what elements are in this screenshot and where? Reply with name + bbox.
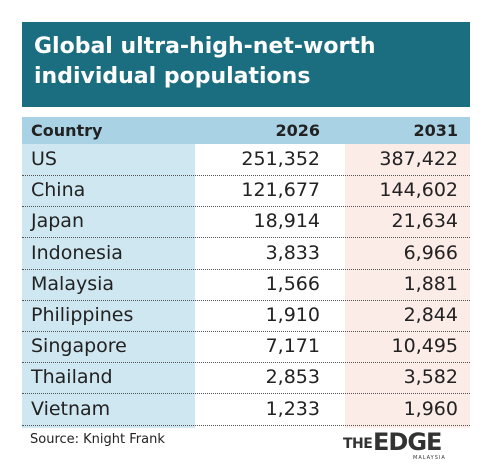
title: Global ultra-high-net-worth individual p… [34, 34, 376, 89]
header: Global ultra-high-net-worth individual p… [22, 22, 470, 107]
table-row: US 251,352 387,422 [22, 144, 470, 176]
value-cell: 3,582 [403, 366, 458, 389]
value-cell: 6,966 [403, 241, 458, 264]
table-row: China 121,677 144,602 [22, 175, 470, 208]
value-cell: 1,960 [403, 397, 458, 420]
table-row: Thailand 2,853 3,582 [22, 362, 470, 395]
logo: THE EDGE MALAYSIA [343, 427, 463, 461]
column-header: Country [31, 121, 103, 140]
country-cell: Indonesia [31, 241, 123, 264]
column-header: 2031 [413, 121, 458, 140]
logo-text: MALAYSIA [413, 455, 446, 461]
value-cell: 387,422 [379, 148, 458, 170]
country-cell: US [31, 148, 57, 170]
value-cell: 1,881 [403, 272, 458, 295]
country-cell: Singapore [31, 335, 127, 358]
value-cell: 1,233 [265, 397, 320, 420]
value-cell: 2,853 [265, 366, 320, 389]
table-row: Indonesia 3,833 6,966 [22, 238, 470, 270]
column-header: 2026 [275, 121, 320, 140]
value-cell: 121,677 [241, 179, 320, 202]
column-bg [345, 117, 470, 428]
value-cell: 1,910 [265, 304, 320, 326]
value-cell: 144,602 [379, 179, 458, 202]
table-row: Malaysia 1,566 1,881 [22, 269, 470, 301]
value-cell: 1,566 [265, 272, 320, 295]
source: Source: Knight Frank [30, 432, 165, 447]
country-cell: Vietnam [31, 397, 111, 420]
value-cell: 18,914 [253, 210, 320, 233]
country-cell: Philippines [31, 304, 134, 326]
table-row: Japan 18,914 21,634 [22, 206, 470, 239]
table-row: Vietnam 1,233 1,960 [22, 394, 470, 426]
table-header: Country 2026 2031 [22, 117, 470, 144]
value-cell: 21,634 [391, 210, 458, 233]
logo-text: THE [343, 436, 373, 452]
value-cell: 3,833 [265, 241, 320, 264]
country-column-bg [22, 117, 195, 428]
value-cell: 251,352 [241, 148, 320, 170]
table-row: Philippines 1,910 2,844 [22, 300, 470, 332]
logo-text: EDGE [373, 428, 442, 456]
country-cell: Japan [31, 210, 84, 233]
table-row: Singapore 7,171 10,495 [22, 331, 470, 364]
country-cell: China [31, 179, 86, 202]
value-cell: 2,844 [403, 304, 458, 326]
country-cell: Malaysia [31, 272, 115, 295]
value-cell: 7,171 [265, 335, 320, 358]
country-cell: Thailand [31, 366, 113, 389]
value-cell: 10,495 [391, 335, 458, 358]
